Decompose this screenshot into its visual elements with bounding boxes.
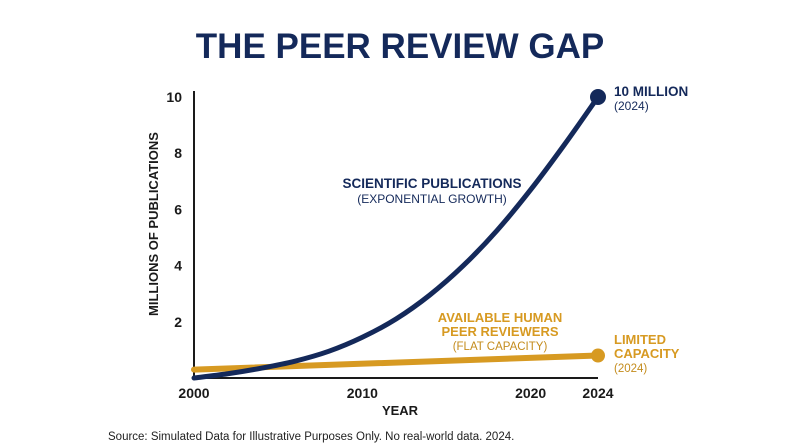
series-layer	[191, 89, 606, 381]
reviewers-end-line2: CAPACITY	[614, 346, 680, 361]
y-tick-labels: 2 4 6 8 10	[166, 89, 182, 330]
publications-end-marker	[590, 89, 606, 105]
x-tick-label: 2010	[347, 385, 378, 401]
x-tick-label: 2000	[178, 385, 209, 401]
y-tick-label: 6	[174, 201, 182, 217]
reviewers-label-line1: AVAILABLE HUMAN	[438, 310, 562, 325]
reviewers-sublabel: (FLAT CAPACITY)	[453, 341, 548, 353]
reviewers-end-line1: LIMITED	[614, 332, 666, 347]
reviewers-label-line2: PEER REVIEWERS	[441, 324, 558, 339]
x-axis-title: YEAR	[382, 403, 419, 418]
chart-title: THE PEER REVIEW GAP	[196, 27, 604, 66]
x-tick-label: 2024	[582, 385, 613, 401]
y-tick-label: 2	[174, 314, 182, 330]
reviewers-end-marker	[591, 348, 605, 363]
publications-label: SCIENTIFIC PUBLICATIONS	[342, 176, 521, 191]
publications-sublabel: (EXPONENTIAL GROWTH)	[357, 192, 507, 206]
reviewers-end-year: (2024)	[614, 363, 647, 375]
publications-end-value: 10 MILLION	[614, 84, 688, 99]
axes	[193, 91, 598, 379]
x-tick-labels: 2000 2010 2020 2024	[178, 385, 613, 401]
y-tick-label: 4	[174, 258, 182, 274]
y-tick-label: 10	[166, 89, 182, 105]
x-tick-label: 2020	[515, 385, 546, 401]
publications-end-year: (2024)	[614, 99, 649, 113]
publications-line	[191, 94, 601, 381]
source-note: Source: Simulated Data for Illustrative …	[108, 431, 514, 443]
y-tick-label: 8	[174, 145, 182, 161]
y-axis-title: MILLIONS OF PUBLICATIONS	[146, 132, 161, 316]
